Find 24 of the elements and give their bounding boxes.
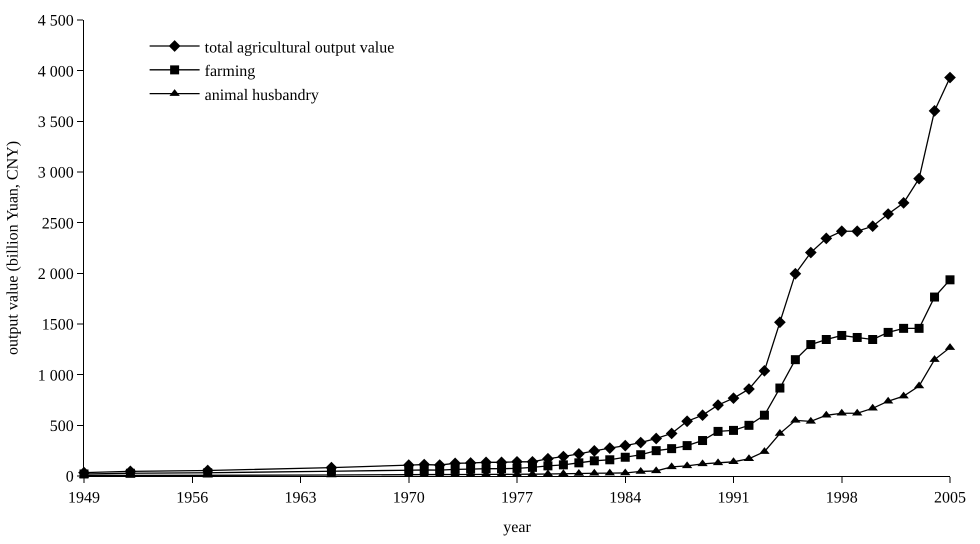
x-tick-label: 1984 [609,489,642,506]
y-tick-label: 1 000 [38,367,74,384]
x-tick-label: 1949 [68,489,100,506]
legend-label: total agricultural output value [204,39,394,56]
y-tick-label: 2 000 [38,266,74,283]
y-tick-label: 3 000 [38,164,74,182]
y-tick-label: 0 [66,468,74,486]
legend-label: farming [204,63,256,80]
x-tick-label: 1991 [718,489,750,506]
y-tick-label: 500 [50,418,74,435]
x-tick-label: 2005 [934,489,966,506]
x-tick-label: 1977 [501,489,533,506]
y-tick-label: 4 000 [38,63,74,80]
y-axis-title: output value (billion Yuan, CNY) [4,140,22,356]
legend-label: animal husbandry [204,86,319,104]
y-tick-label: 4 500 [38,12,74,30]
x-tick-label: 1956 [176,489,208,506]
x-tick-label: 1970 [392,489,425,506]
x-axis-title: year [503,519,532,536]
x-tick-label: 1998 [826,489,858,506]
y-tick-label: 2500 [42,215,74,232]
x-tick-label: 1963 [284,489,316,506]
y-tick-label: 3 500 [38,114,74,131]
y-tick-label: 1500 [42,316,74,334]
